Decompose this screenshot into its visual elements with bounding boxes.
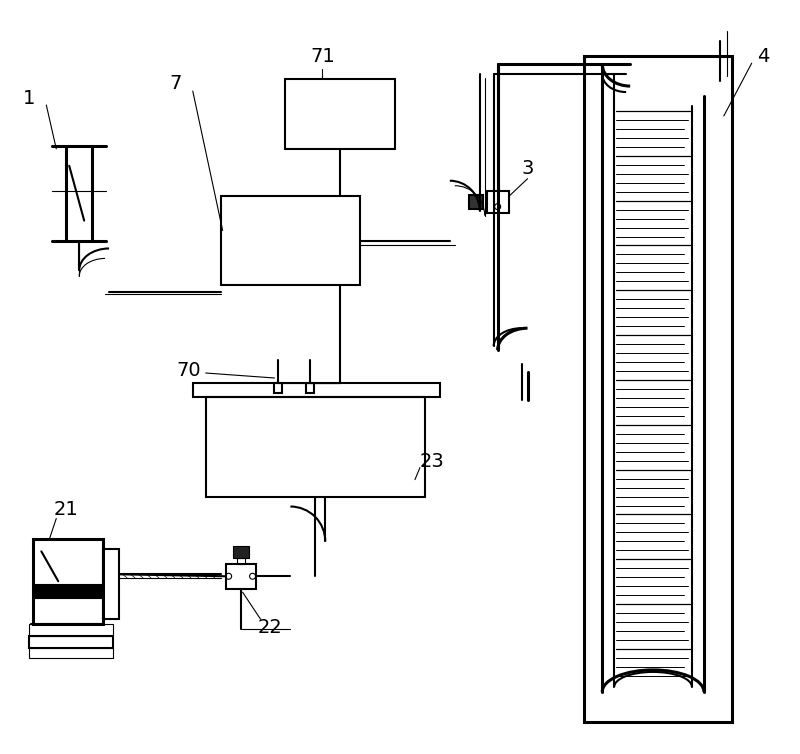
Bar xyxy=(30,636,113,648)
Bar xyxy=(486,191,509,213)
Bar xyxy=(103,550,119,619)
Bar xyxy=(237,558,245,564)
Text: 71: 71 xyxy=(310,47,334,66)
Bar xyxy=(226,564,255,589)
Bar xyxy=(30,624,113,636)
Bar xyxy=(469,195,482,209)
Text: 70: 70 xyxy=(177,360,201,379)
Text: 22: 22 xyxy=(258,618,283,636)
Bar xyxy=(34,584,103,598)
Text: 7: 7 xyxy=(170,74,182,93)
Bar xyxy=(221,196,360,285)
Bar xyxy=(286,79,395,149)
Text: 21: 21 xyxy=(54,500,78,519)
Bar xyxy=(206,397,425,497)
Text: 1: 1 xyxy=(23,88,35,108)
Text: 4: 4 xyxy=(758,47,770,66)
Text: 3: 3 xyxy=(522,159,534,178)
Bar xyxy=(34,539,103,624)
Bar xyxy=(233,547,249,558)
Bar xyxy=(30,648,113,658)
Bar xyxy=(584,57,732,722)
Bar xyxy=(193,383,440,397)
Text: 23: 23 xyxy=(419,452,444,471)
Bar xyxy=(274,383,282,393)
Bar xyxy=(306,383,314,393)
